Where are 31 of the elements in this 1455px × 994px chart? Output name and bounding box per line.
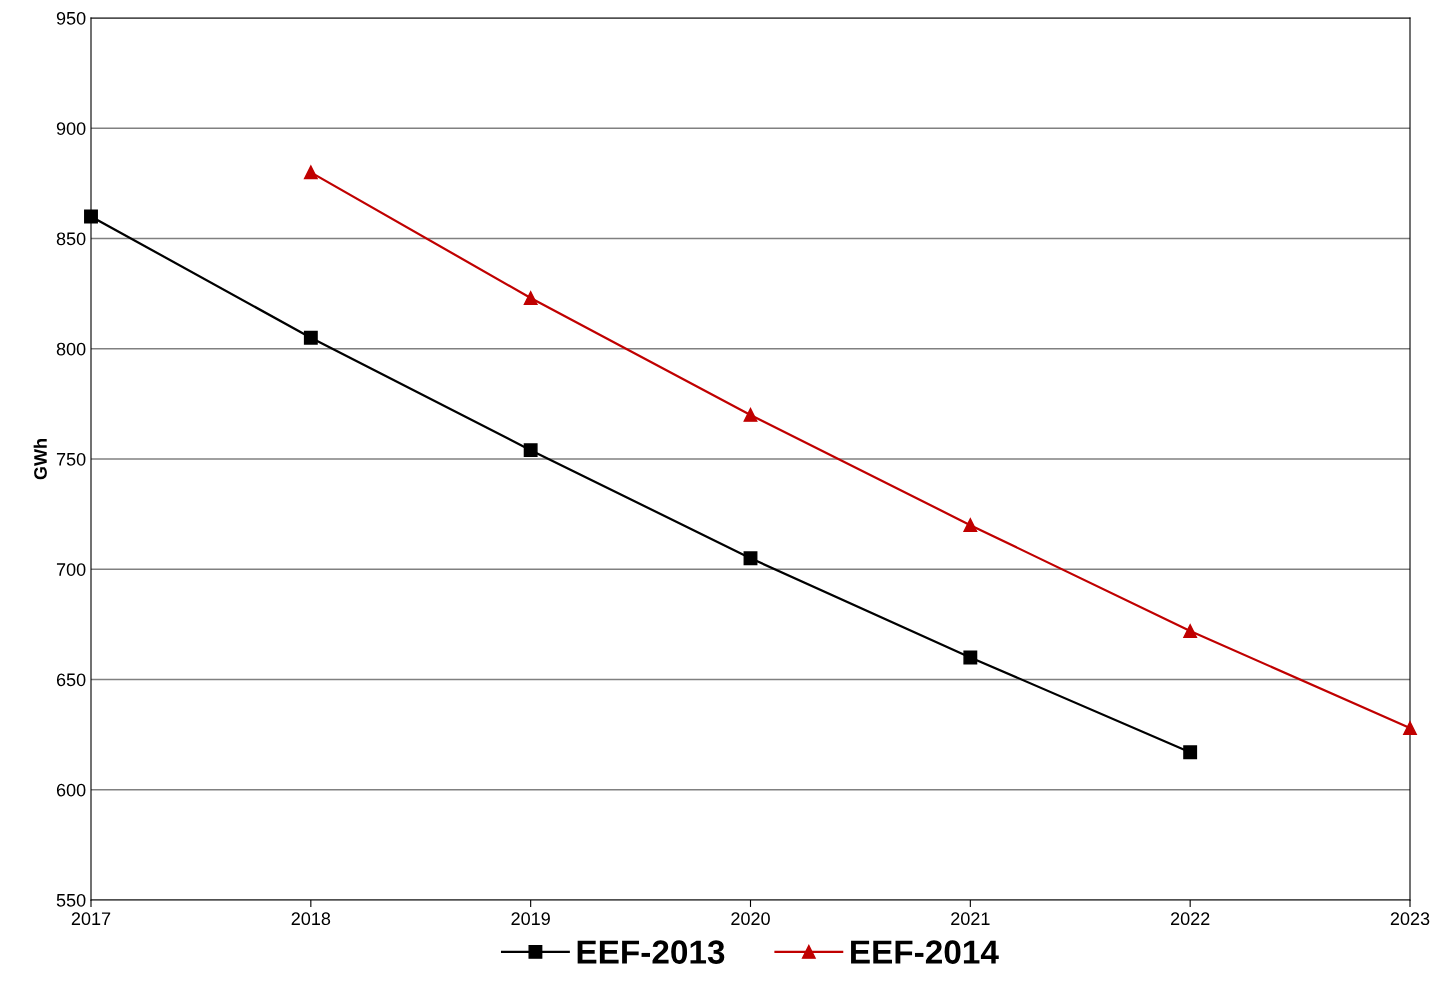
x-tick-label: 2022 <box>1170 912 1210 926</box>
y-tick-label: 750 <box>56 452 86 466</box>
x-tick-label: 2019 <box>511 912 550 926</box>
point <box>1183 745 1198 760</box>
x-tick-label: 2017 <box>71 912 111 926</box>
point <box>84 209 98 224</box>
x-tick-label: 2020 <box>731 912 770 926</box>
x-tick-label: 2018 <box>291 912 331 926</box>
x-tick-label: 2021 <box>951 912 990 926</box>
y-axis-title: GWh <box>33 439 47 480</box>
x-tick-label: 2023 <box>1390 912 1430 926</box>
point <box>523 291 538 305</box>
y-tick-label: 650 <box>56 673 86 687</box>
y-tick-label: 950 <box>56 11 86 25</box>
legend-label: EEF-2013 <box>577 940 725 964</box>
point <box>303 165 318 180</box>
y-tick-label: 800 <box>56 342 86 356</box>
point <box>743 551 758 566</box>
point <box>1403 721 1417 735</box>
point <box>523 443 538 458</box>
y-tick-label: 900 <box>56 122 86 135</box>
y-tick-label: 550 <box>56 893 86 907</box>
point <box>963 518 978 533</box>
point <box>963 650 978 665</box>
point <box>1183 624 1198 638</box>
legend-label: EEF-2014 <box>851 940 999 964</box>
point <box>303 330 318 345</box>
y-tick-label: 850 <box>56 232 86 246</box>
y-tick-label: 600 <box>56 783 86 797</box>
point <box>743 407 758 422</box>
y-tick-label: 700 <box>56 563 86 576</box>
